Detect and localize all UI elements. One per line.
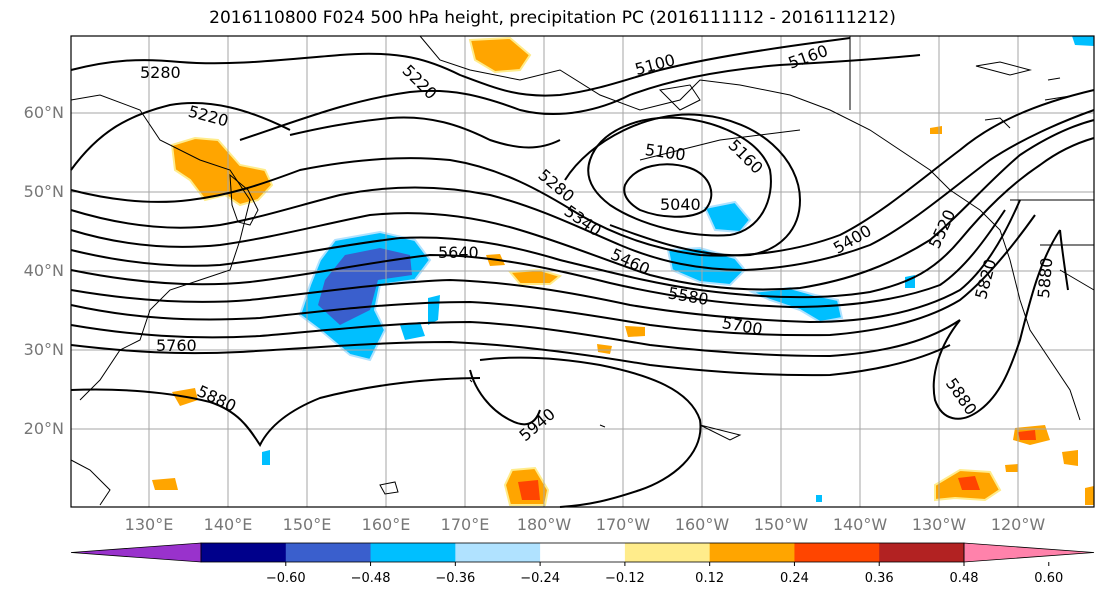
contour-label: 5280 [140,63,181,82]
lon-label: 130°E [124,515,174,534]
lon-label: 160°E [361,515,411,534]
precip-positive-area [468,36,532,74]
lon-label: 170°E [440,515,490,534]
lon-label: 160°W [674,515,730,534]
lat-label: 40°N [23,261,64,280]
map-title: 2016110800 F024 500 hPa height, precipit… [209,8,896,28]
precip-negative-area [703,200,752,234]
colorbar-swatch [455,543,541,562]
contour-label: 5040 [660,195,701,214]
colorbar-tick-label: 0.24 [779,571,809,586]
lon-label: 150°E [282,515,332,534]
precip-positive-area [1062,450,1078,466]
precip-positive-area [1085,486,1094,505]
colorbar-swatch [540,543,626,562]
colorbar-extend-max [963,542,1095,563]
precip-positive-area [625,326,645,337]
precipitation-shading [152,36,1094,506]
colorbar-outline [200,542,965,563]
lat-label: 50°N [23,182,64,201]
height-contours [70,37,1095,508]
precip-negative-area [816,495,822,502]
precip-positive-area [597,344,612,354]
colorbar-swatch [624,543,711,562]
colorbar-tick-label: −0.12 [604,571,645,586]
precip-positive-area [1018,430,1036,440]
colorbar-swatch [709,543,795,562]
lon-label: 180°W [516,515,572,534]
precip-negative-area [666,246,747,287]
lat-label: 20°N [23,419,64,438]
precip-negative-area [262,450,270,465]
lon-label: 140°E [203,515,253,534]
colorbar-tick-label: 0.12 [695,571,725,586]
map-frame [70,35,1095,508]
lon-label: 170°W [595,515,651,534]
colorbar-extend-min [70,542,202,563]
colorbar-swatch [285,543,372,562]
precip-positive-area [518,480,540,500]
colorbar-swatch [879,543,965,562]
colorbar-swatch [201,543,287,562]
precip-positive-area [1005,464,1018,472]
lon-label: 140°W [832,515,888,534]
precip-positive-area [958,476,980,490]
contour-label: 5640 [438,243,479,262]
contour-label: 5880 [1034,257,1056,299]
colorbar-tick-label: 0.36 [864,571,894,586]
colorbar-tick-label: −0.60 [265,571,306,586]
colorbar-tick-label: −0.24 [520,571,561,586]
colorbar-tick-label: 0.60 [1034,571,1064,586]
precip-positive-area [152,478,178,490]
colorbar-tick-label: −0.36 [435,571,476,586]
precip-negative-area [400,322,425,340]
precip-positive-area [507,268,563,285]
colorbar-tick-label: 0.48 [949,571,979,586]
lon-label: 120°W [990,515,1046,534]
lat-label: 60°N [23,103,64,122]
colorbar [70,542,1095,566]
lon-label: 150°W [753,515,809,534]
gridlines [71,36,1094,507]
lon-label: 130°W [911,515,967,534]
lat-label: 30°N [23,340,64,359]
precip-negative-area [1072,36,1094,46]
colorbar-swatch [794,543,880,562]
colorbar-tick-label: −0.48 [350,571,391,586]
contour-label: 5760 [156,336,197,355]
colorbar-swatch [370,543,456,562]
